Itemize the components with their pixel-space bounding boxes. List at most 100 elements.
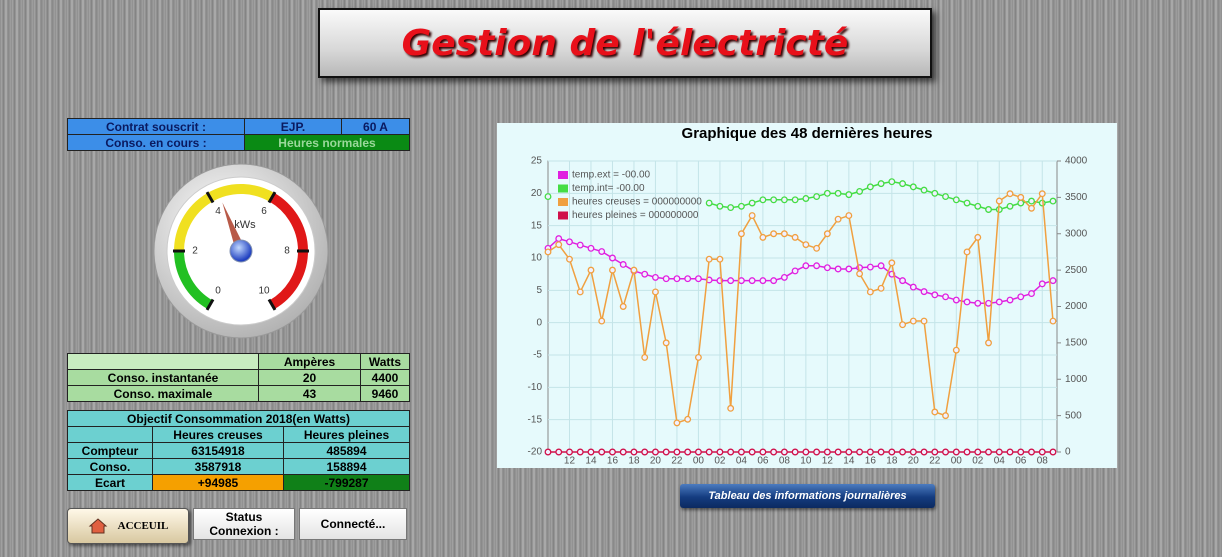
x-tick-label: 08 xyxy=(1037,456,1049,467)
x-tick-label: 22 xyxy=(671,456,683,467)
cell: Conso. en cours : xyxy=(67,134,245,151)
cell: 3587918 xyxy=(152,458,284,475)
cell: EJP. xyxy=(244,118,342,135)
x-tick-label: 12 xyxy=(822,456,834,467)
data-point xyxy=(942,193,950,201)
gauge-unit: kWs xyxy=(234,219,256,231)
data-point xyxy=(727,448,735,456)
data-point xyxy=(985,206,992,213)
data-point xyxy=(1006,296,1014,304)
cell: Watts xyxy=(360,353,410,370)
data-point xyxy=(823,448,831,456)
data-point xyxy=(759,196,767,204)
legend-label: heures pleines = 000000000 xyxy=(572,210,699,221)
x-tick-label: 02 xyxy=(972,456,984,467)
data-point xyxy=(856,448,864,456)
cell xyxy=(67,426,153,443)
data-point xyxy=(598,248,606,255)
data-point xyxy=(963,199,971,207)
gauge-tick-label: 2 xyxy=(192,246,198,257)
data-point xyxy=(544,448,552,456)
data-point xyxy=(684,275,692,283)
legend-swatch xyxy=(558,184,568,193)
x-tick-label: 20 xyxy=(650,456,662,467)
data-point xyxy=(576,448,584,456)
y2-tick-label: 4000 xyxy=(1065,156,1088,167)
data-point xyxy=(899,321,907,329)
data-point xyxy=(942,448,950,456)
data-point xyxy=(834,448,842,456)
data-point xyxy=(748,277,756,285)
data-point xyxy=(866,288,874,296)
data-point xyxy=(737,448,745,456)
data-point xyxy=(834,215,842,223)
x-tick-label: 04 xyxy=(994,456,1006,467)
data-point xyxy=(823,189,831,197)
page-title: Gestion de l'électricté xyxy=(401,22,849,64)
data-point xyxy=(877,284,885,292)
data-point xyxy=(813,244,821,252)
x-tick-label: 06 xyxy=(757,456,769,467)
data-point xyxy=(899,180,907,188)
data-point xyxy=(759,277,767,285)
daily-label: Tableau des informations journalières xyxy=(708,490,907,502)
daily-button[interactable]: Tableau des informations journalières xyxy=(680,484,935,508)
data-point xyxy=(942,293,950,301)
data-point xyxy=(555,448,563,456)
cell: Ampères xyxy=(258,353,361,370)
data-point xyxy=(770,196,778,204)
data-point xyxy=(737,230,745,238)
x-tick-label: 06 xyxy=(1015,456,1027,467)
data-point xyxy=(662,275,670,283)
data-point xyxy=(619,448,627,456)
data-point xyxy=(791,196,799,204)
y2-tick-label: 2500 xyxy=(1065,265,1088,276)
data-point xyxy=(673,275,681,283)
x-tick-label: 12 xyxy=(564,456,576,467)
y2-tick-label: 3000 xyxy=(1065,228,1088,239)
data-point xyxy=(748,212,756,220)
data-point xyxy=(888,259,896,267)
data-point xyxy=(630,448,638,456)
x-tick-label: 18 xyxy=(628,456,640,467)
data-point xyxy=(952,448,960,456)
chart-title: Graphique des 48 dernières heures xyxy=(682,125,933,142)
data-point xyxy=(952,196,960,204)
y-tick-label: 0 xyxy=(536,317,542,328)
data-point xyxy=(587,448,595,456)
data-point xyxy=(716,202,724,210)
home-button[interactable]: ACCEUIL xyxy=(67,508,189,544)
data-point xyxy=(727,277,735,285)
x-tick-label: 02 xyxy=(714,456,726,467)
data-point xyxy=(566,255,573,263)
data-point xyxy=(673,419,681,427)
gauge-band xyxy=(174,250,213,310)
data-point xyxy=(974,448,982,456)
data-point xyxy=(1049,197,1057,205)
data-point xyxy=(737,277,745,285)
data-point xyxy=(1017,193,1025,201)
data-point xyxy=(641,448,649,456)
y-tick-label: -5 xyxy=(533,350,542,361)
data-point xyxy=(662,339,670,347)
data-point xyxy=(823,264,831,272)
y-tick-label: 5 xyxy=(536,285,542,296)
legend-swatch xyxy=(558,211,568,220)
data-point xyxy=(1038,280,1046,288)
data-point xyxy=(1006,190,1014,198)
data-point xyxy=(630,266,638,274)
x-tick-label: 10 xyxy=(800,456,812,467)
y2-tick-label: 1000 xyxy=(1065,374,1088,385)
consumption-table: Ampères Watts Conso. instantanée 20 4400 Co… xyxy=(67,353,410,402)
data-point xyxy=(694,275,702,283)
data-point xyxy=(823,230,831,238)
data-point xyxy=(641,353,649,361)
data-point xyxy=(694,448,702,456)
data-point xyxy=(813,193,821,201)
data-point xyxy=(985,448,992,456)
data-point xyxy=(1028,197,1035,205)
cell: 20 xyxy=(258,369,361,386)
data-point xyxy=(544,193,552,201)
legend-label: temp.ext = -00.00 xyxy=(572,170,651,181)
